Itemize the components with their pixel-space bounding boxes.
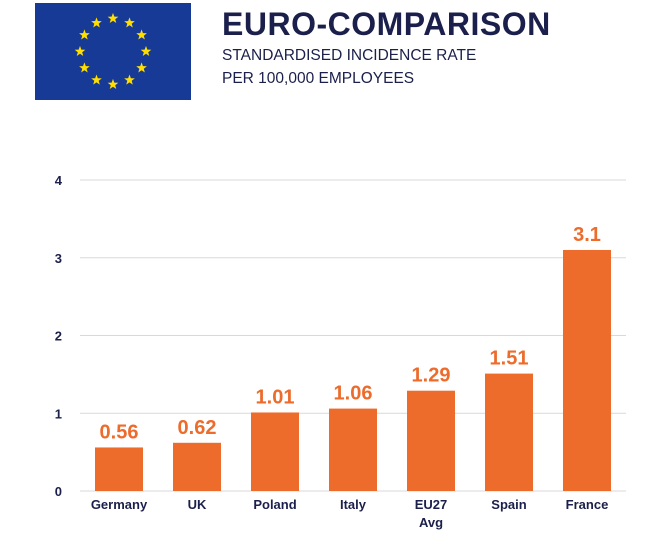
star-icon — [91, 74, 102, 85]
data-label: 1.51 — [490, 348, 529, 370]
x-tick-label: France — [566, 497, 609, 512]
data-label: 1.06 — [334, 383, 373, 405]
star-icon — [107, 78, 119, 90]
star-icon — [107, 12, 119, 24]
star-icon — [124, 74, 135, 85]
data-label: 1.29 — [412, 365, 451, 387]
flag-stars — [74, 12, 152, 90]
y-tick-label: 4 — [55, 173, 63, 188]
y-tick-label: 3 — [55, 251, 62, 266]
eu-flag — [35, 3, 191, 100]
bar — [485, 373, 533, 491]
page-title: EURO-COMPARISON — [222, 6, 551, 42]
star-icon — [140, 45, 152, 57]
y-tick-label: 0 — [55, 484, 62, 499]
bar — [251, 412, 299, 491]
bar — [329, 408, 377, 491]
star-icon — [136, 29, 147, 40]
x-tick-label: Avg — [419, 515, 443, 530]
star-icon — [74, 45, 86, 57]
x-tick-label: Italy — [340, 497, 367, 512]
y-tick-label: 1 — [55, 406, 62, 421]
data-label: 3.1 — [573, 224, 601, 246]
bar — [95, 447, 143, 491]
star-icon — [91, 17, 102, 28]
bar — [173, 442, 221, 491]
x-tick-label: EU27 — [415, 497, 448, 512]
subtitle-line-1: STANDARDISED INCIDENCE RATE — [222, 47, 477, 64]
star-icon — [79, 62, 90, 73]
y-tick-label: 2 — [55, 329, 62, 344]
data-label: 0.62 — [178, 417, 217, 439]
bar — [563, 249, 611, 491]
star-icon — [136, 62, 147, 73]
star-icon — [79, 29, 90, 40]
data-label: 1.01 — [256, 386, 295, 408]
data-label: 0.56 — [100, 421, 139, 443]
x-tick-label: Poland — [253, 497, 296, 512]
star-icon — [124, 17, 135, 28]
x-tick-label: UK — [188, 497, 207, 512]
bar — [407, 390, 455, 491]
subtitle-line-2: PER 100,000 EMPLOYEES — [222, 70, 415, 87]
x-tick-label: Spain — [491, 497, 526, 512]
x-tick-label: Germany — [91, 497, 148, 512]
